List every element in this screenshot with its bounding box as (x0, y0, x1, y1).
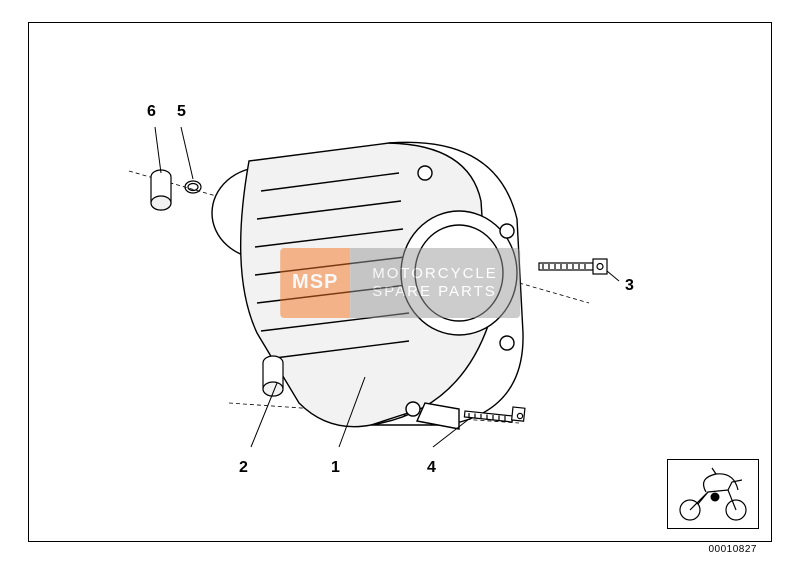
diagram-id-label: 00010827 (709, 544, 758, 555)
watermark: MSP MOTORCYCLE SPARE PARTS (280, 248, 520, 318)
callout-4: 4 (427, 459, 436, 477)
motorcycle-icon (668, 460, 758, 528)
watermark-line2: SPARE PARTS (372, 283, 498, 301)
callout-3: 3 (625, 277, 634, 295)
watermark-badge-text: MSP (292, 271, 338, 294)
callout-6: 6 (147, 103, 156, 121)
watermark-line1: MOTORCYCLE (372, 265, 498, 283)
locator-inset (667, 459, 759, 529)
callout-1: 1 (331, 459, 340, 477)
watermark-badge: MSP (280, 248, 350, 318)
watermark-text: MOTORCYCLE SPARE PARTS (350, 248, 520, 318)
callout-2: 2 (239, 459, 248, 477)
callout-5: 5 (177, 103, 186, 121)
